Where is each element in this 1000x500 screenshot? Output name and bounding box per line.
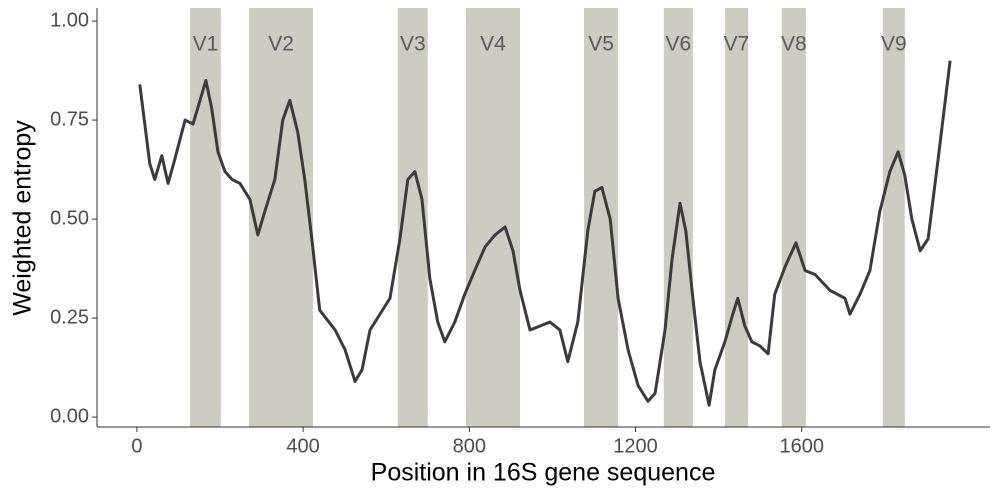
x-tick-label: 800 (453, 435, 486, 457)
x-tick-label: 1200 (613, 435, 658, 457)
x-tick-label: 400 (286, 435, 319, 457)
region (249, 8, 314, 427)
region-label: V5 (588, 33, 614, 56)
region (466, 8, 521, 427)
region (781, 8, 806, 427)
y-tick-label: 1.00 (50, 9, 89, 31)
region-label: V3 (400, 33, 426, 56)
x-axis-title: Position in 16S gene sequence (371, 459, 716, 487)
region-label: V7 (724, 33, 750, 56)
x-tick-label: 1600 (780, 435, 825, 457)
y-tick-label: 0.00 (50, 405, 89, 427)
region-label: V9 (881, 33, 907, 56)
region-label: V6 (665, 33, 691, 56)
y-tick-label: 0.50 (50, 207, 89, 229)
region-label: V4 (480, 33, 506, 56)
region (882, 8, 905, 427)
region-label: V2 (268, 33, 294, 56)
y-axis-title: Weighted entropy (9, 120, 37, 316)
region (724, 8, 749, 427)
region-label: V1 (193, 33, 219, 56)
region-label: V8 (781, 33, 807, 56)
x-tick-label: 0 (131, 435, 142, 457)
y-tick-label: 0.75 (50, 108, 89, 130)
y-tick-label: 0.25 (50, 306, 89, 328)
line (138, 60, 952, 407)
region (190, 8, 221, 427)
